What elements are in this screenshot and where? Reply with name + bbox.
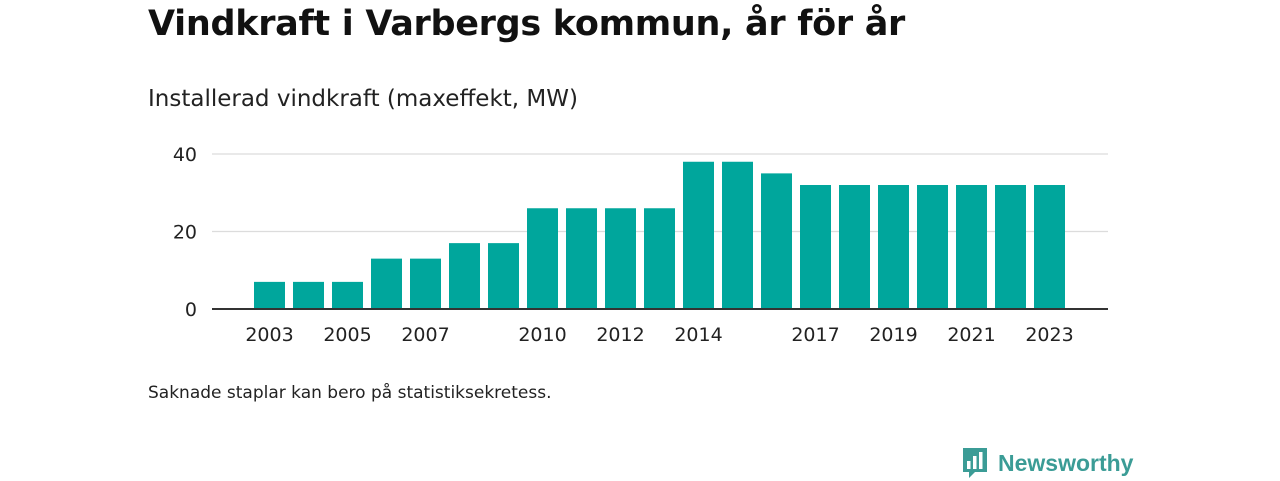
bar (488, 243, 519, 309)
bar (644, 208, 675, 309)
newsworthy-logo-icon (963, 448, 987, 478)
bars (254, 161, 1065, 309)
x-tick-label: 2012 (596, 324, 644, 346)
x-tick-label: 2010 (518, 324, 566, 346)
bar (293, 281, 324, 309)
x-axis-ticks: 2003 2005 2007 2010 2012 2014 2017 2019 2021 2023 (245, 324, 1073, 346)
bar (332, 281, 363, 309)
bar (371, 258, 402, 309)
bar (800, 185, 831, 309)
x-tick-label: 2005 (323, 324, 371, 346)
x-tick-label: 2003 (245, 324, 293, 346)
bar (527, 208, 558, 309)
bar (839, 185, 870, 309)
brand-logo: Newsworthy (961, 445, 1133, 481)
bar (605, 208, 636, 309)
y-tick-label: 20 (173, 222, 197, 244)
x-tick-label: 2014 (674, 324, 722, 346)
bar (410, 258, 441, 309)
y-tick-label: 40 (173, 144, 197, 166)
bar (956, 185, 987, 309)
x-tick-label: 2007 (401, 324, 449, 346)
bar (449, 243, 480, 309)
y-axis-ticks: 0 20 40 (173, 144, 197, 321)
bar (254, 281, 285, 309)
x-tick-label: 2023 (1025, 324, 1073, 346)
bar (917, 185, 948, 309)
bar (566, 208, 597, 309)
chart-title: Vindkraft i Varbergs kommun, år för år (148, 4, 905, 44)
footnote: Saknade staplar kan bero på statistiksek… (148, 383, 552, 403)
chart-subtitle: Installerad vindkraft (maxeffekt, MW) (148, 86, 578, 112)
x-tick-label: 2021 (947, 324, 995, 346)
x-tick-label: 2017 (791, 324, 839, 346)
bar (995, 185, 1026, 309)
bar (761, 173, 792, 309)
bar (1034, 185, 1065, 309)
bar (683, 161, 714, 309)
brand-name: Newsworthy (998, 449, 1134, 476)
y-tick-label: 0 (185, 299, 197, 321)
x-tick-label: 2019 (869, 324, 917, 346)
bar (878, 185, 909, 309)
bar (722, 161, 753, 309)
